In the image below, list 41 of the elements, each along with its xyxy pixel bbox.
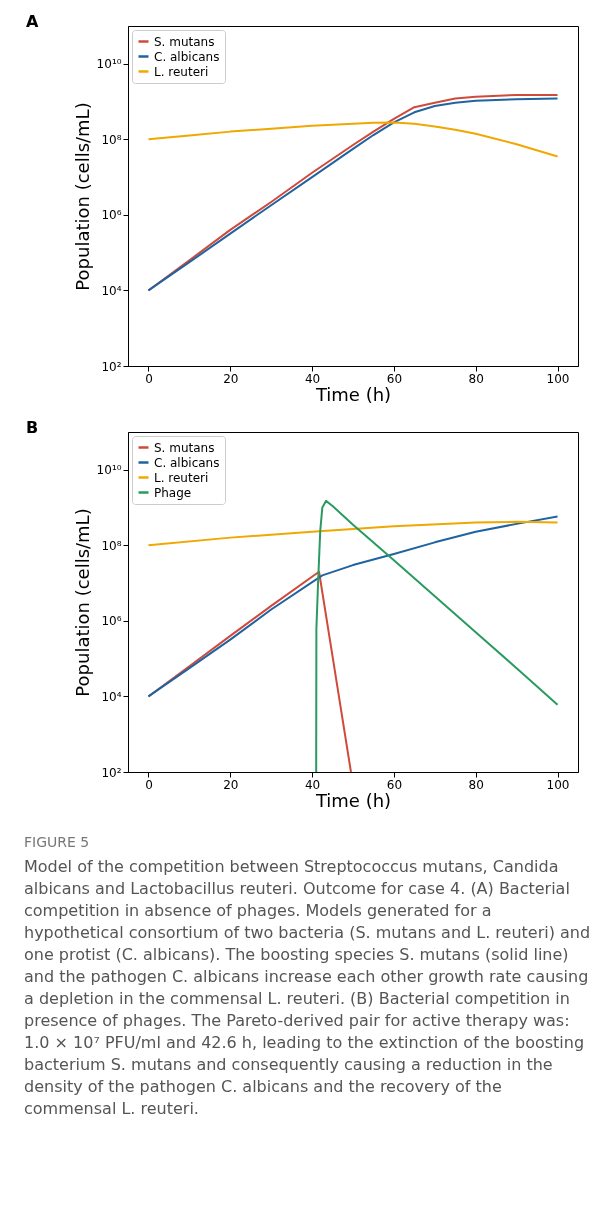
legend-label: C. albicans (154, 49, 220, 64)
y-tick-label: 10⁸ (101, 132, 122, 147)
x-tick-label: 100 (546, 371, 570, 386)
y-tick-label: 10⁶ (101, 614, 122, 629)
x-tick-label: 80 (468, 371, 484, 386)
x-tick-label: 40 (304, 777, 321, 792)
line-series (147, 515, 559, 698)
legend-label: S. mutans (154, 440, 215, 455)
x-axis-title: Time (h) (314, 789, 392, 811)
line-series (315, 499, 559, 772)
y-tick-label: 10² (101, 765, 122, 780)
line-series (147, 520, 559, 547)
x-tick-label: 40 (304, 371, 321, 386)
chart-title: B (26, 418, 39, 437)
x-tick-label: 60 (386, 371, 403, 386)
x-tick-label: 0 (145, 371, 153, 386)
legend-label: L. reuteri (154, 64, 209, 79)
y-axis-title: Population (cells/mL) (71, 102, 93, 291)
y-tick-label: 10⁶ (101, 208, 122, 223)
y-tick-label: 10¹⁰ (96, 57, 122, 72)
y-tick-label: 10⁸ (101, 538, 122, 553)
x-tick-label: 0 (145, 777, 153, 792)
y-tick-label: 10¹⁰ (96, 463, 122, 478)
x-tick-label: 20 (223, 371, 239, 386)
legend-label: S. mutans (154, 34, 215, 49)
x-tick-label: 100 (546, 777, 570, 792)
x-tick-label: 60 (386, 777, 403, 792)
y-tick-label: 10² (101, 359, 122, 374)
y-tick-label: 10⁴ (101, 689, 122, 704)
text: Model of the competition between Streptococcus mutans, Candida albicans and Lactobacillus reuteri. Outcome for case 4. (A) Bacterial competition in absence of phages. Models generated for a hypothetical consortium of two bacteria (S. mutans and L. reuteri) and one protist (C. albicans). The boosting species S. mutans (solid line) and the pathogen C. albicans increase each other growth rate causing a depletion in the commensal L. reuteri. (B) Bacterial competition in presence of phages. The Pareto-derived pair for active therapy was: 1.0 × 10⁷ PFU/ml and 42.6 h, leading to the extinction of the boosting bacterium S. mutans and consequently causing a reduction in the density of the pathogen C. albicans and the recovery of the commensal L. reuteri. (24, 857, 591, 1118)
x-axis-title: Time (h) (314, 383, 392, 405)
legend-label: Phage (154, 485, 192, 500)
y-tick-label: 10⁴ (101, 283, 122, 298)
legend-label: C. albicans (154, 455, 220, 470)
caption: FIGURE 5 (24, 834, 91, 850)
x-tick-label: 20 (223, 777, 239, 792)
x-tick-label: 80 (468, 777, 484, 792)
y-axis-title: Population (cells/mL) (71, 508, 93, 697)
chart-title: A (26, 12, 40, 31)
line-series (147, 121, 559, 158)
legend-label: L. reuteri (154, 470, 209, 485)
